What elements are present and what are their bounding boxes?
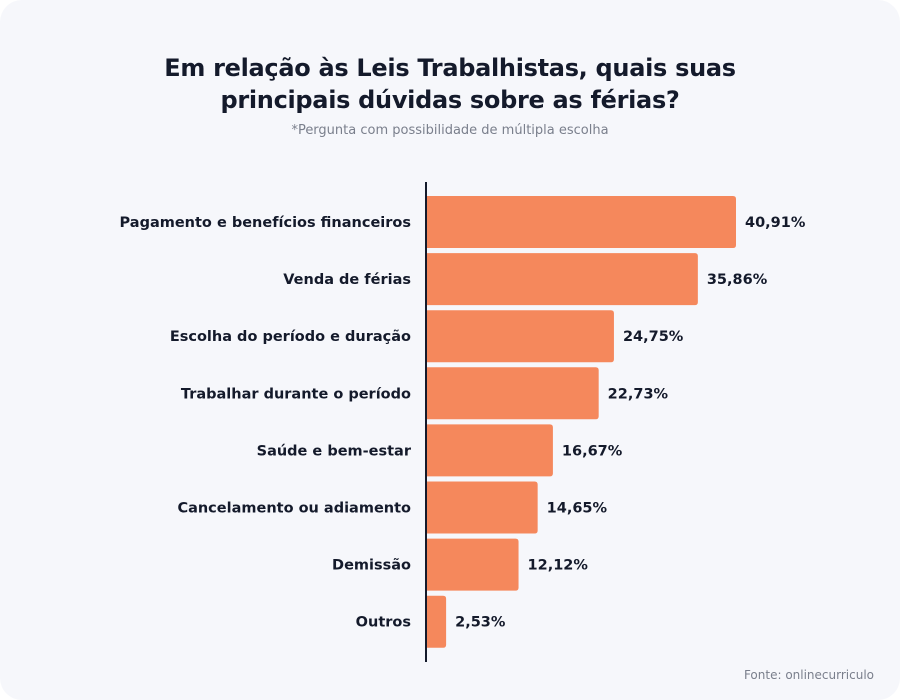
value-label-7: 2,53% xyxy=(455,615,506,631)
value-label-1: 35,86% xyxy=(707,272,768,288)
value-label-5: 14,65% xyxy=(547,501,608,517)
chart-title-line-1: Em relação às Leis Trabalhistas, quais s… xyxy=(164,54,736,82)
source-note: Fonte: onlinecurriculo xyxy=(743,668,874,682)
chart-title: Em relação às Leis Trabalhistas, quais s… xyxy=(0,52,900,116)
category-label-2: Escolha do período e duração xyxy=(170,329,411,345)
value-label-0: 40,91% xyxy=(745,215,806,231)
category-label-5: Cancelamento ou adiamento xyxy=(177,501,411,517)
category-label-7: Outros xyxy=(356,615,411,631)
bar-7 xyxy=(427,595,447,648)
category-label-4: Saúde e bem-estar xyxy=(257,443,412,459)
value-label-4: 16,67% xyxy=(562,443,623,459)
category-label-6: Demissão xyxy=(332,558,411,574)
bar-3 xyxy=(427,367,599,420)
category-label-1: Venda de férias xyxy=(283,272,411,288)
value-label-3: 22,73% xyxy=(608,386,669,402)
bar-0 xyxy=(427,196,736,248)
chart-title-line-2: principais dúvidas sobre as férias? xyxy=(220,86,680,114)
bar-5 xyxy=(427,481,538,534)
bar-1 xyxy=(427,253,698,306)
chart-subtitle: *Pergunta com possibilidade de múltipla … xyxy=(291,123,609,138)
bar-2 xyxy=(427,310,614,363)
bars-group: Pagamento e benefícios financeiros 40,91%… xyxy=(120,196,806,648)
bar-6 xyxy=(427,538,519,591)
category-label-3: Trabalhar durante o período xyxy=(181,386,411,402)
category-label-0: Pagamento e benefícios financeiros xyxy=(120,215,411,231)
value-label-6: 12,12% xyxy=(528,558,589,574)
bar-4 xyxy=(427,424,553,477)
value-label-2: 24,75% xyxy=(623,329,684,345)
